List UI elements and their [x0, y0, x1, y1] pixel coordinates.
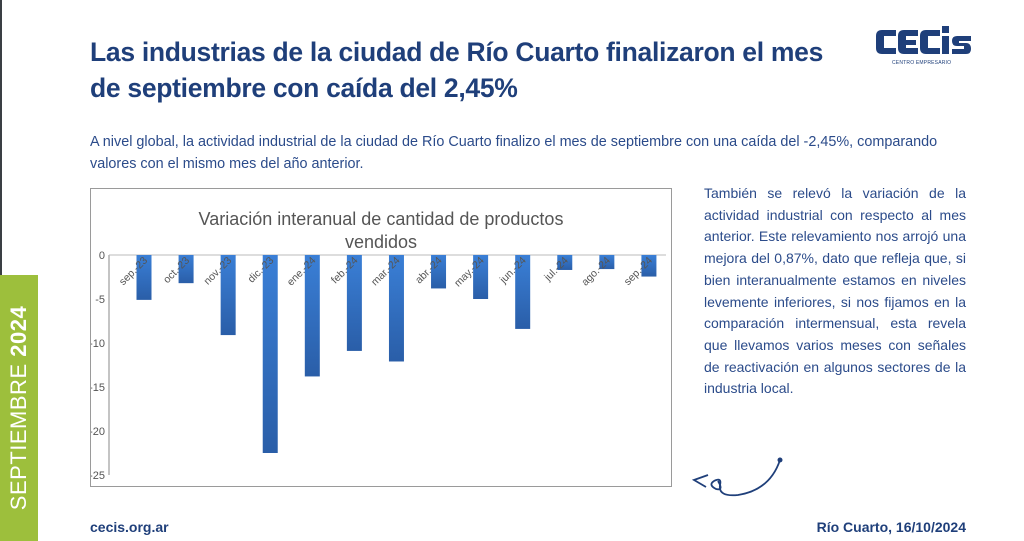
bar-mar.-24 — [388, 255, 404, 362]
bar-sep.-24 — [641, 255, 657, 277]
website-link[interactable]: cecis.org.ar — [90, 519, 169, 535]
bar-oct.-23 — [178, 255, 194, 284]
y-tick-label: 0 — [99, 250, 105, 262]
page-title: Las industrias de la ciudad de Río Cuart… — [90, 37, 824, 103]
side-paragraph: También se relevó la variación de la act… — [704, 185, 966, 397]
bars — [136, 255, 657, 453]
intro-paragraph: A nivel global, la actividad industrial … — [90, 134, 938, 172]
chart-title-line2: vendidos — [345, 232, 417, 252]
curved-arrow-icon — [691, 457, 783, 497]
bar-abr.-24 — [431, 255, 447, 289]
bar-sep.-23 — [136, 255, 152, 300]
bar-jun.-24 — [515, 255, 531, 329]
y-axis: 0 -5 -10 -15 -20 -25 — [91, 250, 666, 482]
bar-may.-24 — [473, 255, 489, 299]
side-band-month: SEPTIEMBRE — [6, 363, 31, 511]
left-rule — [0, 0, 2, 275]
y-tick-label: -10 — [91, 338, 105, 350]
y-tick-label: -25 — [91, 470, 105, 482]
logo-subtitle: CENTRO EMPRESARIO — [892, 60, 952, 66]
bar-dic.-23 — [262, 255, 278, 453]
side-band — [0, 275, 38, 541]
x-tick-label: ago.-24 — [579, 255, 613, 289]
bar-jul.-24 — [557, 255, 573, 270]
y-tick-label: -20 — [91, 426, 105, 438]
chart-title-line1: Variación interanual de cantidad de prod… — [199, 209, 564, 229]
bar-ene.-24 — [304, 255, 320, 377]
x-axis-labels: sep.-23 oct.-23 nov.-23 dic.-23 ene.-24 feb.-… — [117, 255, 655, 290]
bar-feb.-24 — [346, 255, 362, 351]
place-date: Río Cuarto, 16/10/2024 — [816, 519, 966, 535]
side-band-year: 2024 — [6, 305, 31, 357]
y-tick-label: -5 — [95, 294, 105, 306]
chart-container: Variación interanual de cantidad de prod… — [90, 188, 672, 487]
y-tick-label: -15 — [91, 382, 105, 394]
cecis-logo: CENTRO EMPRESARIO — [874, 26, 974, 72]
bar-chart: Variación interanual de cantidad de prod… — [91, 209, 666, 482]
logo-mark — [876, 26, 971, 54]
bar-ago.-24 — [599, 255, 615, 270]
side-band-label: SEPTIEMBRE 2024 — [6, 306, 32, 510]
bar-nov.-23 — [220, 255, 236, 336]
